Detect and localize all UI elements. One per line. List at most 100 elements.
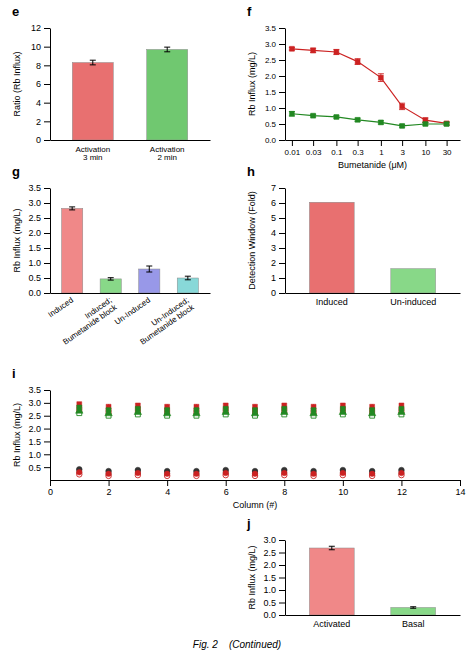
tick-mark [447, 140, 448, 146]
tick-label: 2 [36, 117, 41, 127]
tick-mark [167, 480, 168, 486]
tick-label: Activation2 min [150, 145, 185, 163]
tick: 3.0 [28, 198, 50, 208]
tick: 6 [224, 480, 229, 497]
tick-label: Induced;Bumetanide block [56, 295, 119, 347]
tick-label: 4 [271, 228, 276, 238]
error-bar [378, 121, 384, 124]
axis: 024681012 [31, 23, 51, 145]
point [334, 50, 339, 55]
tick-label: 14 [455, 487, 465, 497]
tick-mark [279, 44, 285, 45]
error-bar [164, 47, 170, 52]
point [378, 75, 383, 80]
tick-label: 4 [36, 98, 41, 108]
y-axis-title: Rb Influx (mg/L) [12, 208, 22, 272]
error-bar [378, 74, 384, 82]
bar [62, 208, 83, 293]
tick-mark [44, 47, 50, 48]
panel: 02468101214Column (#)0.51.01.52.02.53.03… [12, 366, 466, 510]
panel-label: i [12, 366, 16, 381]
error-bar [399, 103, 405, 109]
tick: 2 [36, 117, 50, 127]
tick: 0.5 [28, 463, 50, 473]
axis: 0.51.01.52.02.53.03.5 [28, 385, 50, 480]
point [164, 473, 170, 479]
tick-mark [50, 480, 51, 486]
tick-label: 1.0 [265, 104, 277, 113]
tick-mark [44, 441, 50, 442]
error-bar [355, 59, 361, 65]
panel-label: e [12, 4, 19, 19]
tick-label: Un-Induced [113, 296, 152, 327]
panel-label: f [247, 4, 252, 19]
tick-label: Basal [402, 619, 425, 629]
tick-mark [381, 140, 382, 146]
tick-mark [44, 203, 50, 204]
tick: Basal [402, 619, 425, 629]
tick-label: 10 [421, 148, 430, 157]
tick: Un-Induced [113, 296, 152, 327]
tick-label: 0.0 [263, 610, 276, 620]
tick-label: 2.5 [263, 548, 276, 558]
tick: 1.0 [263, 585, 285, 595]
error-bar [185, 276, 191, 280]
point [106, 473, 112, 479]
tick-mark [44, 140, 50, 141]
error-bar [410, 607, 416, 609]
tick-label-line: Un-induced [390, 297, 436, 307]
axis: 0.00.51.01.52.02.53.03.5 [28, 183, 50, 298]
tick-mark [44, 84, 50, 85]
tick-label-line: Basal [402, 619, 425, 629]
tick: 1.5 [263, 573, 285, 583]
point [105, 409, 112, 415]
tick-label: Activated [313, 619, 350, 629]
tick-label: Induced [316, 297, 348, 307]
error-bar [355, 118, 361, 121]
tick: 2.0 [28, 228, 50, 238]
tick: 0.0 [28, 288, 50, 298]
point [289, 46, 294, 51]
point [340, 472, 346, 478]
marks [62, 207, 199, 293]
tick: 7 [271, 183, 285, 193]
tick: 4 [271, 228, 285, 238]
point [223, 472, 229, 478]
tick-label-line: Activated [313, 619, 350, 629]
tick-label: 2.0 [265, 72, 277, 81]
tick: 2 [107, 480, 112, 497]
tick: 8 [282, 480, 287, 497]
axis-line [51, 140, 211, 141]
point [398, 408, 405, 414]
tick-label: 2.5 [265, 56, 277, 65]
bar [391, 608, 436, 616]
tick-mark [44, 429, 50, 430]
error-bar [310, 48, 316, 52]
tick-label: 0 [48, 487, 53, 497]
tick-label: 1.0 [263, 585, 276, 595]
tick-mark [279, 603, 285, 604]
axis-line [285, 189, 286, 294]
tick-mark [44, 28, 50, 29]
tick: 3.0 [263, 535, 285, 545]
tick: 2 [271, 258, 285, 268]
tick-label: Un-induced [390, 297, 436, 307]
tick-label: 1.5 [265, 88, 277, 97]
panel: InducedInduced;Bumetanide blockUn-Induce… [12, 164, 211, 347]
point [134, 408, 141, 414]
y-axis-title: Rb Influx (mg/L) [247, 52, 257, 116]
tick-label: 0.0 [265, 136, 277, 145]
panel-label: h [247, 164, 255, 179]
tick: 2.0 [265, 72, 285, 81]
tick-label-line: 3 min [83, 153, 103, 162]
tick: Activation2 min [150, 145, 185, 163]
tick: 0.03 [306, 140, 322, 157]
tick-mark [279, 233, 285, 234]
tick-mark [44, 218, 50, 219]
tick-label: 1.5 [28, 243, 41, 253]
point [222, 408, 229, 414]
tick-mark [279, 28, 285, 29]
panel: ActivatedBasal0.00.51.01.52.02.53.0Rb In… [246, 516, 461, 629]
axis-line [50, 189, 51, 294]
panel-label: g [12, 164, 20, 179]
